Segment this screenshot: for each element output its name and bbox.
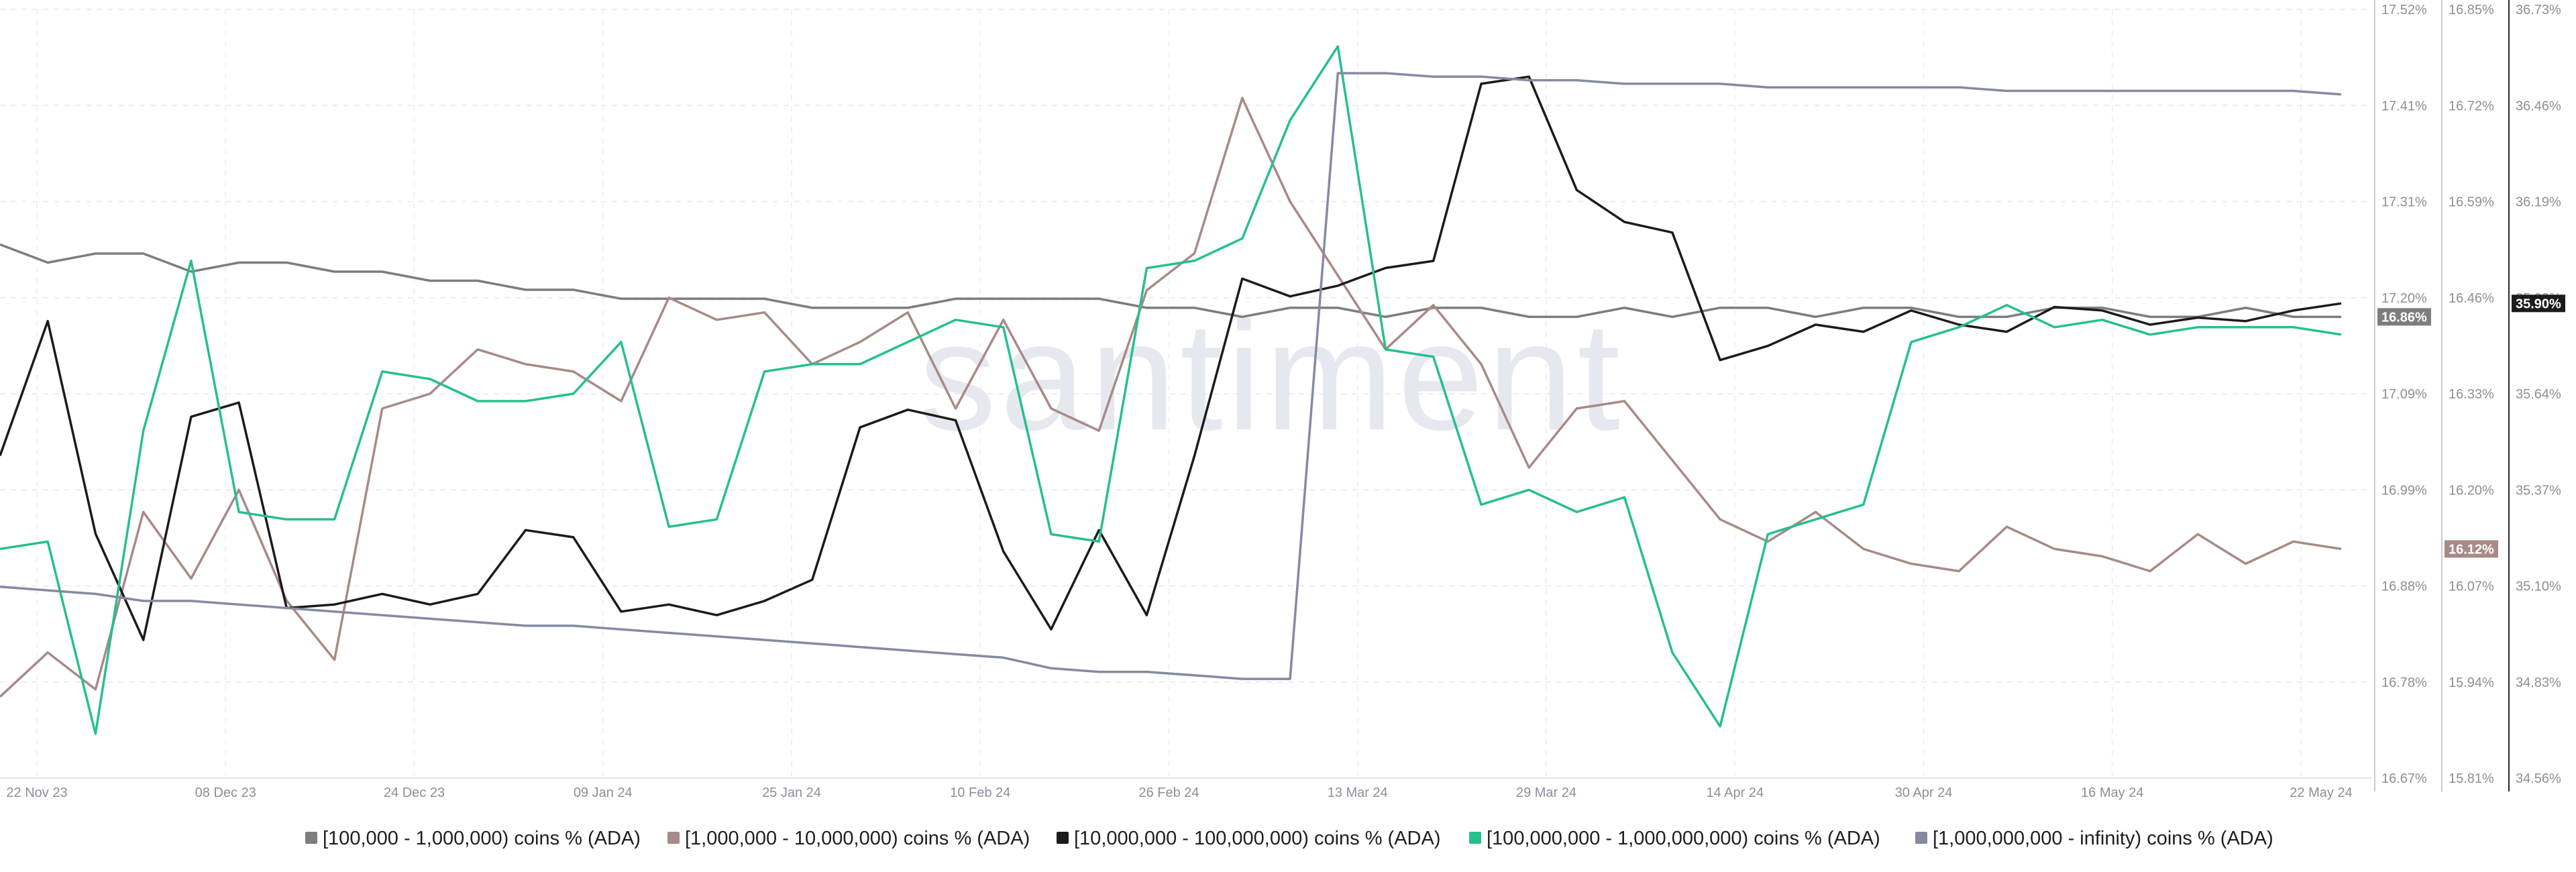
y-tick-label-B: 15.81% [2449,771,2494,786]
legend-label: [1,000,000,000 - infinity) coins % (ADA) [1933,828,2273,849]
legend[interactable]: [100,000 - 1,000,000) coins % (ADA) [1,00… [305,828,2273,849]
y-tick-label-B: 16.46% [2449,291,2494,306]
y-tick-label-A: 16.99% [2381,483,2427,498]
series-line-5 [0,72,2342,680]
x-tick-label: 24 Dec 23 [384,785,445,800]
series-line-3 [0,75,2342,641]
y-tick-label-C: 36.46% [2516,99,2561,113]
x-tick-label: 14 Apr 24 [1706,785,1764,800]
current-value-badge: 35.90% [2516,296,2561,311]
legend-label: [10,000,000 - 100,000,000) coins % (ADA) [1074,828,1441,849]
y-tick-label-C: 34.83% [2516,675,2561,690]
y-tick-label-C: 36.19% [2516,195,2561,210]
legend-swatch [305,832,317,844]
x-tick-label: 29 Mar 24 [1516,785,1576,800]
last-value-badge-1-bg [2377,308,2431,326]
y-tick-label-B: 16.72% [2449,99,2494,113]
x-tick-label: 30 Apr 24 [1895,785,1953,800]
legend-item-4[interactable]: [100,000,000 - 1,000,000,000) coins % (A… [1469,828,1880,849]
legend-label: [100,000 - 1,000,000) coins % (ADA) [323,828,641,849]
x-tick-label: 22 May 24 [2290,785,2352,800]
series-lines [0,45,2342,735]
y-tick-label-C: 36.73% [2516,3,2561,17]
y-tick-label-C: 35.10% [2516,580,2561,594]
y-tick-label-B: 16.59% [2449,195,2494,210]
y-tick-label-A: 17.20% [2381,291,2427,306]
y-tick-label-C: 35.37% [2516,483,2561,498]
legend-swatch [1915,832,1927,844]
legend-swatch [1057,832,1069,844]
y-axis-ticks: 17.52% 17.41% 17.31% 17.20% 17.09% 16.99% 16.8… [2381,3,2561,786]
last-value-badge-1: 16.86% [2381,310,2427,325]
series-line-4 [0,45,2342,735]
x-tick-label: 25 Jan 24 [762,785,821,800]
y-tick-label-A: 17.41% [2381,99,2427,113]
y-tick-label-B: 16.85% [2449,3,2494,17]
current-value-badge-bg [2512,294,2565,313]
y-tick-label-A: 17.52% [2381,3,2427,17]
y-tick-label-A: 17.09% [2381,387,2427,402]
y-tick-label-B: 16.07% [2449,580,2494,594]
y-tick-label-B: 15.94% [2449,675,2494,690]
last-value-badge-2-bg [2445,540,2498,558]
series-line-2 [0,97,2342,698]
last-value-badge-2: 16.12% [2449,542,2494,557]
legend-label: [100,000,000 - 1,000,000,000) coins % (A… [1487,828,1880,849]
legend-item-2[interactable]: [1,000,000 - 10,000,000) coins % (ADA) [667,828,1030,849]
legend-item-5[interactable]: [1,000,000,000 - infinity) coins % (ADA) [1915,828,2273,849]
legend-item-3[interactable]: [10,000,000 - 100,000,000) coins % (ADA) [1057,828,1441,849]
y-tick-label-A: 17.31% [2381,195,2427,210]
x-tick-label: 22 Nov 23 [6,785,67,800]
legend-swatch [1469,832,1481,844]
legend-swatch [667,832,680,844]
x-tick-label: 13 Mar 24 [1328,785,1388,800]
x-tick-label: 10 Feb 24 [950,785,1010,800]
value-badges: 16.86% 16.12% 35.90% [2377,294,2565,558]
x-tick-label: 08 Dec 23 [195,785,256,800]
y-tick-label-B: 16.33% [2449,387,2494,402]
watermark: santiment [919,290,1624,462]
y-tick-label-B: 16.20% [2449,483,2494,498]
axes [0,0,2510,792]
x-tick-label: 26 Feb 24 [1138,785,1199,800]
y-tick-label-C: 34.56% [2516,771,2561,786]
x-axis-ticks: 22 Nov 23 08 Dec 23 24 Dec 23 09 Jan 24 25 J… [6,785,2352,800]
y-tick-label-A: 16.88% [2381,580,2427,594]
legend-label: [1,000,000 - 10,000,000) coins % (ADA) [685,828,1030,849]
series-line-1 [0,243,2341,319]
y-tick-label-A: 16.67% [2381,771,2427,786]
y-tick-label-A: 16.78% [2381,675,2427,690]
x-tick-label: 09 Jan 24 [574,785,633,800]
x-tick-label: 16 May 24 [2081,785,2143,800]
y-tick-label-C: 35.64% [2516,387,2561,402]
legend-item-1[interactable]: [100,000 - 1,000,000) coins % (ADA) [305,828,641,849]
